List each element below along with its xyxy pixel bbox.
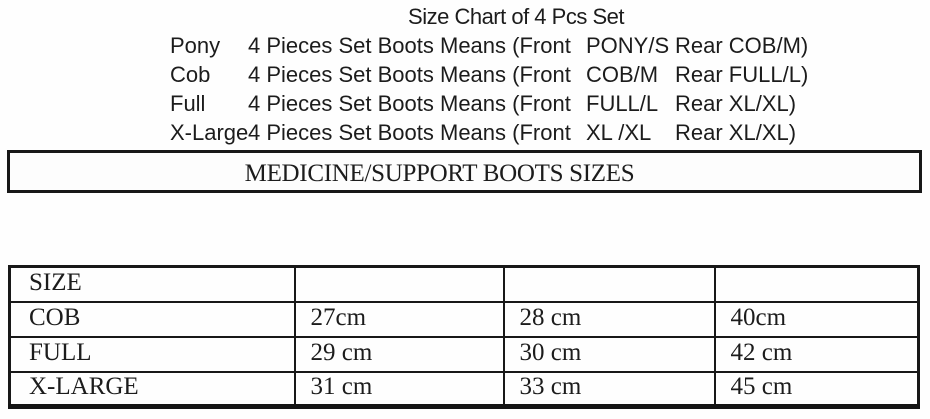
set-size-name: Pony <box>170 33 221 58</box>
rear-size-value: Rear XL/XL) <box>675 120 797 145</box>
table-row-cob: COB 27cm 28 cm 40cm <box>8 300 920 338</box>
set-description-row-xlarge: X-Large 4 Pieces Set Boots Means (Front … <box>170 118 808 147</box>
front-size-value: FULL/L <box>586 91 659 116</box>
set-size-name: Cob <box>170 62 211 87</box>
measurement-cell: 31 cm <box>293 370 505 408</box>
section-banner: MEDICINE/SUPPORT BOOTS SIZES <box>7 150 922 193</box>
measurement-cell: 27cm <box>293 300 505 338</box>
header-cell-empty <box>293 265 505 303</box>
rear-size-value: Rear FULL/L) <box>675 62 809 87</box>
set-description-list: Pony 4 Pieces Set Boots Means (Front PON… <box>170 31 808 147</box>
measurement-cell: 45 cm <box>713 370 920 408</box>
set-description: 4 Pieces Set Boots Means (Front <box>248 33 571 58</box>
set-description: 4 Pieces Set Boots Means (Front <box>248 91 571 116</box>
measurement-cell: 33 cm <box>502 370 716 408</box>
front-size-value: PONY/S <box>586 33 670 58</box>
header-cell-empty <box>713 265 920 303</box>
banner-label: MEDICINE/SUPPORT BOOTS SIZES <box>244 159 635 187</box>
size-name-cell: COB <box>8 300 296 338</box>
boot-sizes-table: SIZE COB 27cm 28 cm 40cm FULL 29 cm 30 c… <box>8 265 920 409</box>
front-size-value: XL /XL <box>586 120 652 145</box>
measurement-cell: 42 cm <box>713 335 920 373</box>
front-size-value: COB/M <box>586 62 659 87</box>
set-description-row-full: Full 4 Pieces Set Boots Means (Front FUL… <box>170 89 808 118</box>
measurement-cell: 40cm <box>713 300 920 338</box>
size-name-cell: FULL <box>8 335 296 373</box>
size-name-cell: X-LARGE <box>8 370 296 408</box>
measurement-cell: 28 cm <box>502 300 716 338</box>
set-description-row-pony: Pony 4 Pieces Set Boots Means (Front PON… <box>170 31 808 60</box>
header-cell-empty <box>502 265 716 303</box>
set-size-name: Full <box>170 91 206 116</box>
measurement-cell: 29 cm <box>293 335 505 373</box>
set-description: 4 Pieces Set Boots Means (Front <box>248 120 571 145</box>
table-row-xlarge: X-LARGE 31 cm 33 cm 45 cm <box>8 370 920 408</box>
header-cell-size: SIZE <box>8 265 296 303</box>
measurement-cell: 30 cm <box>502 335 716 373</box>
rear-size-value: Rear XL/XL) <box>675 91 797 116</box>
set-description: 4 Pieces Set Boots Means (Front <box>248 62 571 87</box>
table-header-row: SIZE <box>8 265 920 303</box>
page-title: Size Chart of 4 Pcs Set <box>408 4 624 29</box>
table-row-full: FULL 29 cm 30 cm 42 cm <box>8 335 920 373</box>
rear-size-value: Rear COB/M) <box>675 33 809 58</box>
set-size-name: X-Large <box>170 120 249 145</box>
set-description-row-cob: Cob 4 Pieces Set Boots Means (Front COB/… <box>170 60 808 89</box>
